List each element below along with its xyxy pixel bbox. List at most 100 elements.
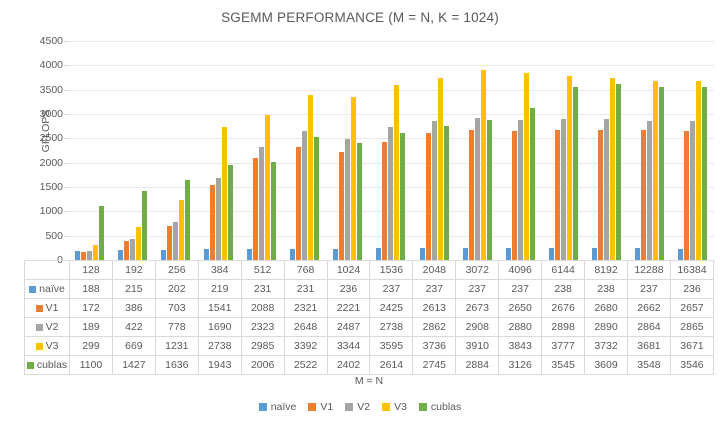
table-cell: 3843 (498, 336, 543, 356)
table-cell: 703 (154, 298, 199, 318)
bar (302, 131, 308, 260)
bar (167, 225, 173, 260)
table-cell: 1541 (197, 298, 242, 318)
bar-group (111, 41, 154, 260)
bar (394, 85, 400, 260)
table-cell: 3681 (626, 336, 671, 356)
table-cell: 237 (412, 279, 457, 299)
table-cell: 215 (111, 279, 156, 299)
y-tick-mark (64, 41, 68, 42)
table-cell: 2662 (626, 298, 671, 318)
bar (609, 78, 615, 260)
table-cell: 3545 (541, 355, 586, 375)
table-cell: 3732 (584, 336, 628, 356)
bar (351, 97, 357, 260)
bar (228, 165, 234, 260)
table-corner-cell (24, 260, 70, 280)
table-cell: 2006 (240, 355, 285, 375)
bar (185, 180, 191, 260)
series-color-swatch-icon (35, 305, 43, 312)
table-cell: 3548 (626, 355, 671, 375)
bar-group (326, 41, 369, 260)
legend-item[interactable]: V2 (345, 401, 370, 413)
table-cell: 189 (69, 317, 113, 337)
table-cell: 238 (541, 279, 586, 299)
chart-title: SGEMM PERFORMANCE (M = N, K = 1024) (221, 10, 499, 25)
table-row: cublas 1100 1427 1636 1943 2006 2522 2402 2614 27… (24, 355, 715, 375)
table-cell: 202 (154, 279, 199, 299)
table-cell: 2323 (240, 317, 285, 337)
legend-item[interactable]: cublas (418, 401, 461, 413)
table-cell: 2613 (412, 298, 457, 318)
bar (658, 87, 664, 260)
bar (652, 80, 658, 260)
table-cell: 2745 (412, 355, 457, 375)
bar (486, 119, 492, 260)
table-cell: 188 (69, 279, 113, 299)
y-tick-label: 3000 (39, 107, 63, 120)
bar (591, 248, 597, 260)
bar (253, 158, 259, 260)
bar-groups (68, 41, 714, 260)
bar (81, 251, 87, 260)
series-color-swatch-icon (35, 324, 43, 331)
table-cell: 2908 (455, 317, 500, 337)
y-tick-mark (64, 138, 68, 140)
bar (308, 94, 314, 260)
bar (548, 248, 554, 260)
bar (419, 248, 425, 260)
bar (701, 87, 707, 260)
legend-label: naïve (270, 401, 297, 413)
legend-color-swatch-icon (382, 403, 391, 411)
table-cell: 3736 (412, 336, 457, 356)
table-cell: 3777 (541, 336, 586, 356)
bar (572, 87, 578, 260)
series-name: V2 (45, 321, 59, 333)
bar (75, 250, 81, 260)
table-cell: 3126 (498, 355, 543, 375)
y-tick-mark (64, 235, 68, 237)
bar (505, 248, 511, 260)
table-cell: 3344 (326, 336, 371, 356)
table-cell: 778 (154, 317, 199, 337)
y-tick-label: 2500 (39, 132, 63, 145)
gridline: 4500 (40, 35, 714, 47)
table-cell: 2864 (626, 317, 671, 337)
table-row-label: V2 (24, 317, 70, 337)
table-column-header: 384 (197, 260, 242, 280)
y-tick-label: 500 (45, 229, 63, 242)
table-row: V1 172 386 703 1541 2088 2321 2221 2425 2613 2673 2… (24, 298, 715, 318)
bar (118, 249, 124, 260)
bar (259, 146, 265, 260)
table-cell: 422 (111, 317, 156, 337)
table-cell: 2898 (541, 317, 586, 337)
bar (462, 248, 468, 260)
table-cell: 2862 (412, 317, 457, 337)
series-name: V3 (45, 340, 59, 352)
bar (437, 78, 443, 260)
table-cell: 2657 (669, 298, 715, 318)
bar (529, 107, 535, 260)
bar (400, 132, 406, 260)
bar-group (283, 41, 326, 260)
bar (468, 129, 474, 260)
legend-item[interactable]: V1 (308, 401, 333, 413)
bar (99, 206, 105, 260)
bar (677, 248, 683, 260)
bar (640, 130, 646, 260)
y-tick-mark (64, 162, 68, 164)
legend-item[interactable]: V3 (382, 401, 407, 413)
table-cell: 1100 (69, 355, 113, 375)
bar-group (369, 41, 412, 260)
legend-item[interactable]: naïve (258, 401, 297, 413)
y-tick-mark (64, 186, 68, 188)
table-cell: 2522 (283, 355, 328, 375)
legend-color-swatch-icon (308, 403, 317, 411)
table-column-header: 2048 (412, 260, 457, 280)
y-tick-label: 4000 (39, 59, 63, 72)
legend-color-swatch-icon (258, 403, 267, 411)
bar (247, 248, 253, 260)
bar (431, 120, 437, 260)
bar (222, 126, 228, 260)
table-cell: 1690 (197, 317, 242, 337)
